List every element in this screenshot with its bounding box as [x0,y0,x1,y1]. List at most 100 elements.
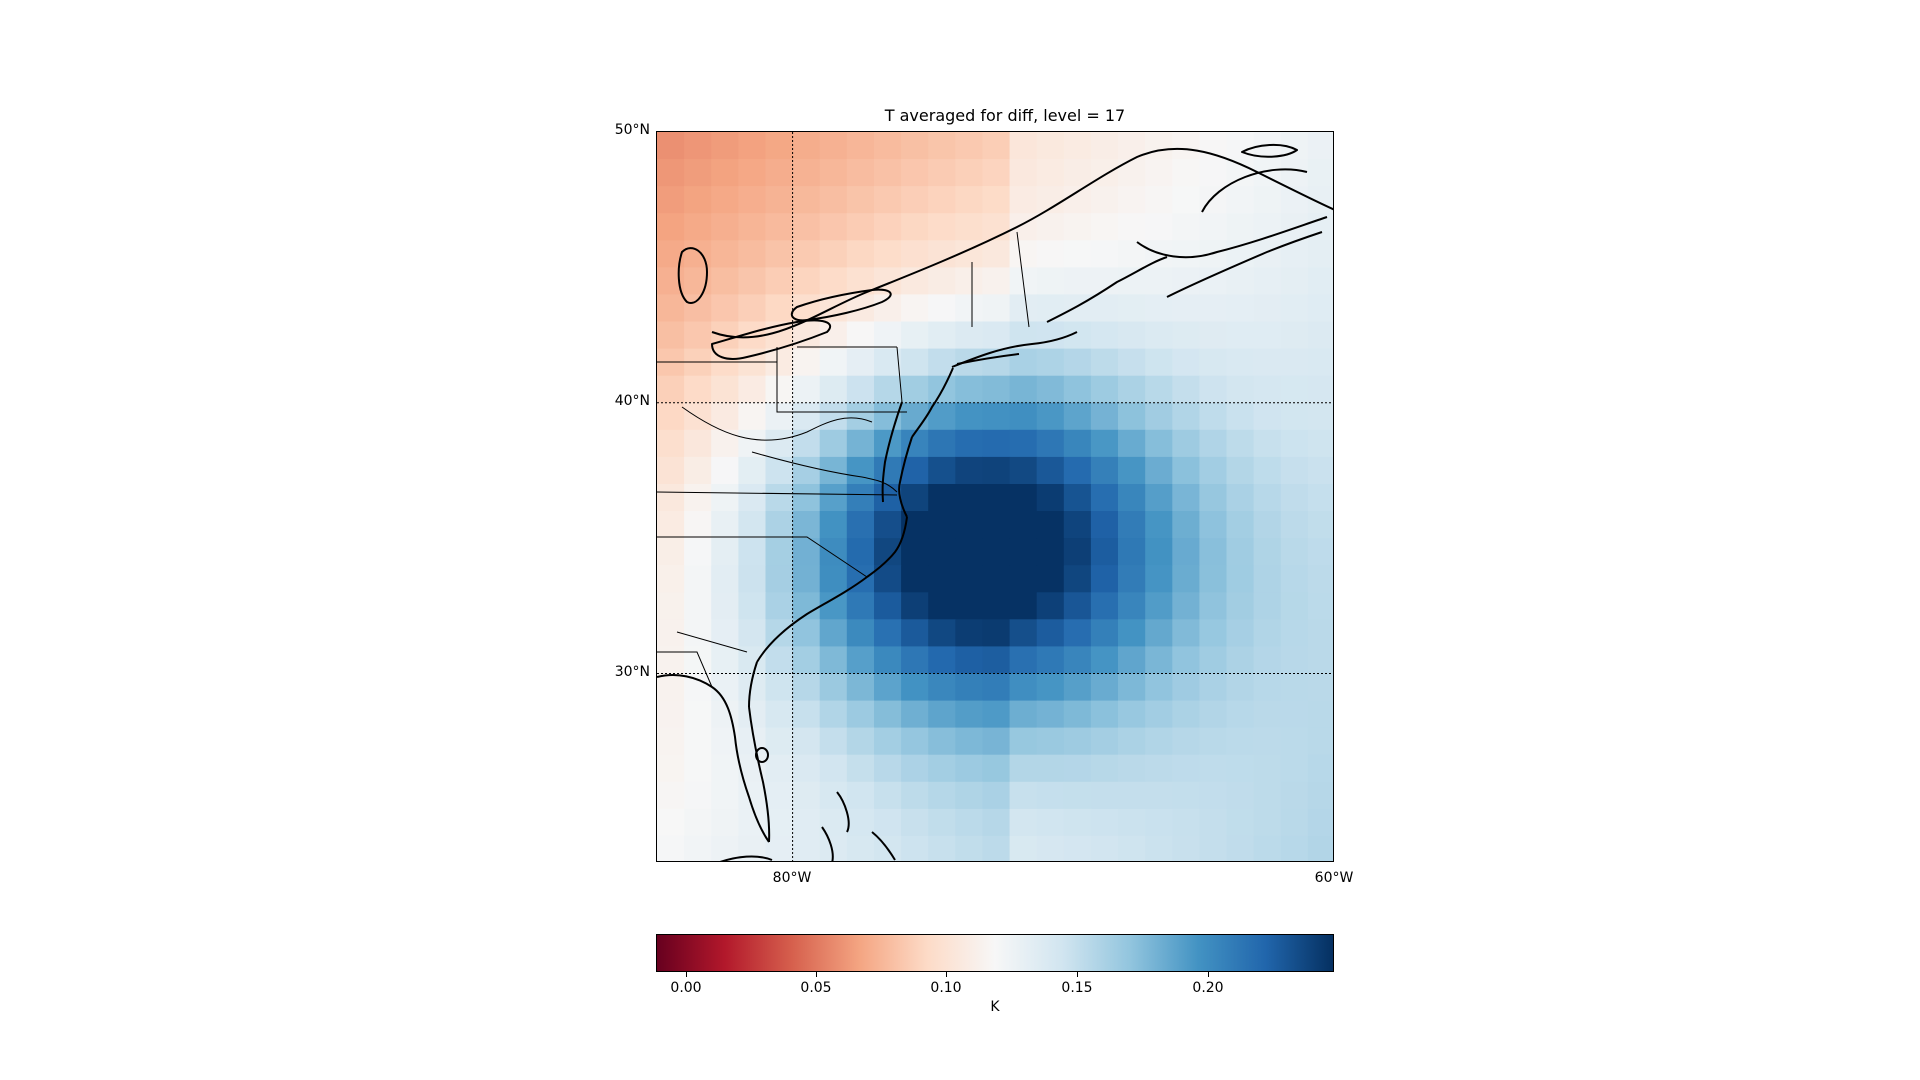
heatmap-cell [1145,186,1173,214]
heatmap-cell [1145,700,1173,729]
heatmap-cell [792,429,821,458]
heatmap-cell [1009,348,1038,377]
heatmap-cell [1307,565,1333,593]
heatmap-cell [1118,159,1146,187]
heatmap-cell [901,808,929,837]
heatmap-cell [982,240,1011,268]
heatmap-cell [1172,538,1200,566]
heatmap-cell [955,159,983,187]
heatmap-cell [1118,429,1146,458]
heatmap-cell [711,619,739,647]
heatmap-cell [765,159,794,187]
heatmap-cell [1009,673,1038,702]
heatmap-cell [711,186,739,214]
heatmap-cell [982,619,1011,647]
heatmap-cell [765,727,794,756]
heatmap-cell [1063,375,1092,404]
heatmap-cell [901,348,929,377]
heatmap-cell [1118,754,1146,783]
heatmap-cell [1118,538,1146,566]
heatmap-cell [982,754,1011,783]
heatmap-cell [1253,267,1282,296]
heatmap-cell [684,159,712,187]
heatmap-cell [955,267,983,296]
heatmap-cell [1199,727,1228,756]
heatmap-cell [928,781,956,810]
heatmap-cell [765,700,794,729]
heatmap-cell [765,673,794,702]
heatmap-cell [874,808,902,837]
heatmap-cell [1118,727,1146,756]
heatmap-cell [765,484,794,512]
heatmap-cell [1280,429,1309,458]
heatmap-cell [1090,159,1119,187]
heatmap-cell [711,159,739,187]
heatmap-cell [1118,186,1146,214]
heatmap-cell [1226,754,1255,783]
heatmap-cell [1172,511,1200,539]
heatmap-cell [901,646,929,675]
heatmap-cell [792,700,821,729]
heatmap-cell [1307,240,1333,268]
heatmap-cell [1253,538,1282,566]
heatmap-cell [1009,538,1038,566]
heatmap-cell [901,592,929,620]
heatmap-cell [955,700,983,729]
heatmap-cell [1036,565,1065,593]
heatmap-cell [819,592,848,620]
heatmap-cell [928,321,956,350]
heatmap-cell [711,565,739,593]
colorbar-tick-label: 0.05 [800,980,832,996]
heatmap-cell [1145,294,1173,323]
heatmap-cell [846,213,875,241]
state-borders [657,231,1030,688]
heatmap-cell [1226,565,1255,593]
heatmap-cell [928,267,956,296]
heatmap-cell [1280,754,1309,783]
heatmap-cell [657,808,685,837]
heatmap-cell [1226,835,1255,861]
heatmap-cell [1036,646,1065,675]
heatmap-cell [1036,619,1065,647]
heatmap-cell [684,808,712,837]
heatmap-cell [1118,565,1146,593]
heatmap-cell [1009,700,1038,729]
heatmap-cell [955,673,983,702]
heatmap-cell [738,186,767,214]
heatmap-cell [874,700,902,729]
heatmap-cell [1145,132,1173,160]
heatmap-cell [1253,321,1282,350]
heatmap-cell [1145,565,1173,593]
heatmap-cell [1009,132,1038,160]
heatmap-cell [1090,240,1119,268]
heatmap-cell [1118,375,1146,404]
heatmap-cell [982,565,1011,593]
heatmap-cell [874,538,902,566]
heatmap-cell [1145,456,1173,485]
heatmap-cell [711,267,739,296]
heatmap-cell [738,619,767,647]
heatmap-cell [1253,429,1282,458]
heatmap-cell [1172,375,1200,404]
heatmap-cell [819,673,848,702]
heatmap-cell [874,321,902,350]
heatmap-cell [928,673,956,702]
heatmap-cell [684,646,712,675]
heatmap-cell [1036,727,1065,756]
heatmap-cell [1063,754,1092,783]
heatmap-cell [792,619,821,647]
heatmap-cell [792,484,821,512]
heatmap-cell [1009,619,1038,647]
heatmap-cell [765,646,794,675]
heatmap-cell [792,348,821,377]
heatmap-cell [1063,186,1092,214]
heatmap-cell [1009,511,1038,539]
heatmap-cell [684,213,712,241]
heatmap-cell [684,484,712,512]
heatmap-cell [1036,484,1065,512]
heatmap-cell [955,781,983,810]
heatmap-cell [1172,592,1200,620]
heatmap-cell [1145,646,1173,675]
heatmap-cell [1063,402,1092,431]
